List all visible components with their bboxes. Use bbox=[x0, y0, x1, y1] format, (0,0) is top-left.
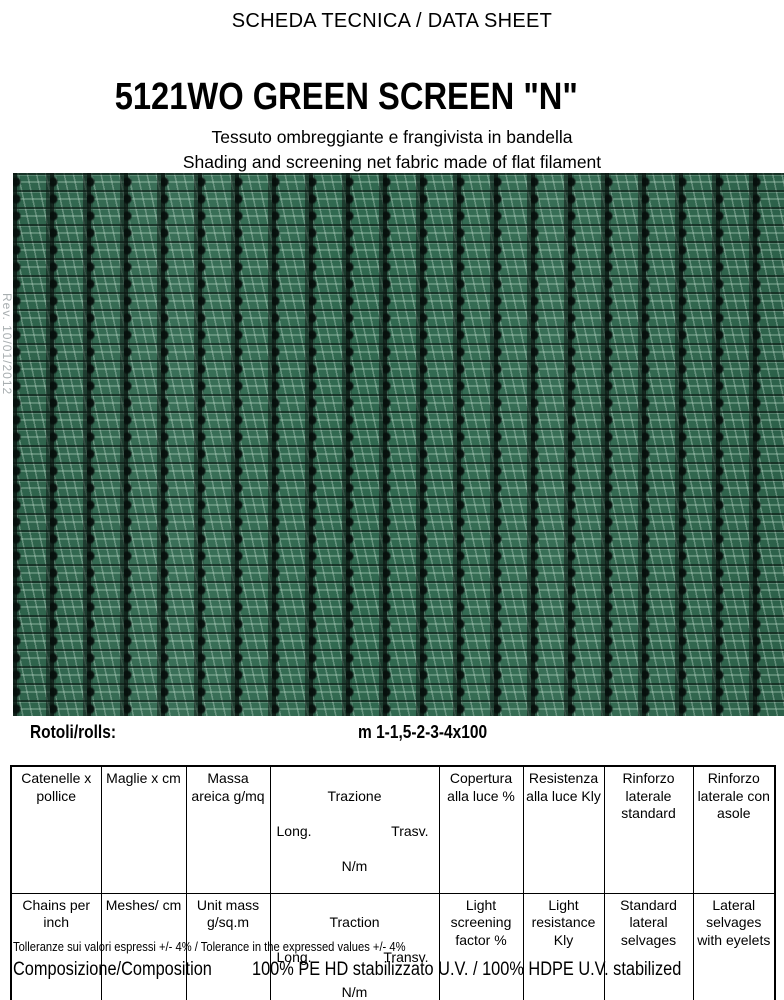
composition-label: Composizione/Composition bbox=[13, 959, 212, 980]
header-row-english: Chains per inch Meshes/ cm Unit mass g/s… bbox=[10, 892, 776, 1000]
col-selvage-std-en: Standard lateral selvages bbox=[603, 892, 694, 1000]
col-chains-en: Chains per inch bbox=[10, 892, 102, 1000]
col-traction-it: Trazione Long. Trasv. N/m bbox=[269, 765, 440, 894]
traction-trasv-label-it: Trasv. bbox=[391, 822, 429, 839]
rolls-row: Rotoli/rolls: m 1-1,5-2-3-4x100 bbox=[0, 722, 784, 746]
col-resistance-en: Light resistance Kly bbox=[522, 892, 605, 1000]
col-selvage-eyelets-it: Rinforzo laterale con asole bbox=[692, 765, 776, 894]
traction-title-en: Traction bbox=[329, 914, 380, 930]
col-cover-en: Light screening factor % bbox=[438, 892, 524, 1000]
col-cover-it: Copertura alla luce % bbox=[438, 765, 524, 894]
rolls-label: Rotoli/rolls: bbox=[30, 722, 116, 742]
traction-long-label-en: Long. bbox=[276, 949, 312, 965]
spec-table: Catenelle x pollice Maglie x cm Massa ar… bbox=[10, 765, 777, 1000]
traction-title-it: Trazione bbox=[327, 787, 382, 804]
revision-note: Rev. 10/01/2012 bbox=[0, 293, 14, 396]
traction-unit-en: N/m bbox=[341, 984, 368, 1000]
header-row-italian: Catenelle x pollice Maglie x cm Massa ar… bbox=[10, 765, 776, 894]
fabric-photo bbox=[13, 173, 784, 716]
tolerance-note: Tolleranze sui valori espressi +/- 4% / … bbox=[13, 939, 406, 954]
composition-value: 100% PE HD stabilizzato U.V. / 100% HDPE… bbox=[252, 959, 682, 980]
col-resistance-it: Resistenza alla luce Kly bbox=[522, 765, 605, 894]
traction-directions-en: Long. Transv. bbox=[272, 949, 438, 967]
col-chains-it: Catenelle x pollice bbox=[10, 765, 102, 894]
col-meshes-it: Maglie x cm bbox=[100, 765, 187, 894]
rolls-sizes-value: m 1-1,5-2-3-4x100 bbox=[358, 722, 488, 742]
product-title: 5121WO GREEN SCREEN "N" bbox=[0, 77, 784, 117]
sheet-type-header: SCHEDA TECNICA / DATA SHEET bbox=[0, 9, 784, 33]
col-meshes-en: Meshes/ cm bbox=[100, 892, 187, 1000]
col-selvage-std-it: Rinforzo laterale standard bbox=[603, 765, 694, 894]
sheet-type-label: SCHEDA TECNICA / DATA SHEET bbox=[231, 10, 553, 32]
col-selvage-eyelets-en: Lateral selvages with eyelets bbox=[692, 892, 776, 1000]
subtitle-english: Shading and screening net fabric made of… bbox=[182, 152, 602, 172]
product-title-text: 5121WO GREEN SCREEN "N" bbox=[114, 76, 578, 118]
traction-directions-it: Long. Trasv. bbox=[272, 823, 438, 841]
composition-line: Composizione/Composition 100% PE HD stabi… bbox=[13, 958, 751, 981]
col-mass-en: Unit mass g/sq.m bbox=[185, 892, 271, 1000]
traction-trasv-label-en: Transv. bbox=[383, 949, 429, 965]
traction-long-label-it: Long. bbox=[276, 822, 312, 839]
traction-unit-it: N/m bbox=[341, 857, 368, 874]
col-mass-it: Massa areica g/mq bbox=[185, 765, 271, 894]
col-traction-en: Traction Long. Transv. N/m bbox=[269, 892, 440, 1000]
subtitle-italian: Tessuto ombreggiante e frangivista in ba… bbox=[211, 127, 573, 147]
